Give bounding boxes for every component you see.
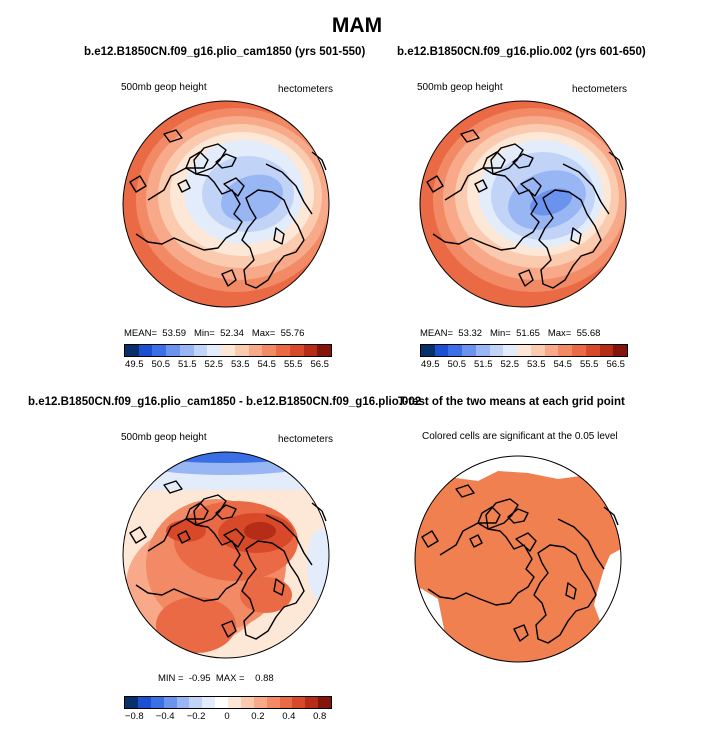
- colorbar-tick-label: 51.5: [178, 359, 197, 370]
- colorbar-tick-label: 0.4: [282, 711, 296, 722]
- colorbar-swatch: [303, 345, 318, 356]
- panel-3-title: b.e12.B1850CN.f09_g16.plio_cam1850 - b.e…: [28, 396, 422, 408]
- panel-4-note: Colored cells are significant at the 0.0…: [422, 431, 618, 442]
- colorbar-tick-label: 53.5: [230, 359, 250, 370]
- colorbar-swatch: [276, 345, 290, 356]
- colorbar-tick-label: 55.5: [579, 359, 599, 370]
- colorbar-swatch: [228, 697, 241, 708]
- colorbar-swatch: [125, 345, 139, 356]
- colorbar-swatch: [202, 697, 216, 708]
- panel-2-variable: 500mb geop height: [417, 82, 503, 93]
- panel-4-title: T-test of the two means at each grid poi…: [398, 396, 625, 408]
- panel-1-colorbar: [124, 344, 332, 357]
- colorbar-swatch: [448, 345, 463, 356]
- panel-3-colorbar: [124, 696, 332, 709]
- panel-2-units: hectometers: [572, 84, 628, 95]
- panel-2-stats: MEAN= 53.32 Min= 51.65 Max= 55.68: [420, 328, 601, 339]
- main-title: MAM: [331, 14, 383, 37]
- colorbar-tick-label: 56.5: [606, 359, 625, 370]
- colorbar-tick-label: 54.5: [553, 359, 572, 370]
- colorbar-swatch: [317, 345, 332, 356]
- colorbar-swatch: [517, 345, 531, 356]
- panel-1-title: b.e12.B1850CN.f09_g16.plio_cam1850 (yrs …: [84, 46, 366, 58]
- colorbar-swatch: [599, 345, 614, 356]
- colorbar-swatch: [137, 697, 151, 708]
- panel-1-stats: MEAN= 53.59 Min= 52.34 Max= 55.76: [124, 328, 305, 339]
- colorbar-swatch: [613, 345, 628, 356]
- colorbar-swatch: [152, 345, 167, 356]
- panel-4-map: [414, 455, 622, 663]
- colorbar-swatch: [138, 345, 153, 356]
- colorbar-swatch: [318, 697, 331, 708]
- colorbar-swatch: [176, 697, 190, 708]
- colorbar-swatch: [193, 345, 208, 356]
- colorbar-swatch: [163, 697, 177, 708]
- panel-2-colorbar: [420, 344, 628, 357]
- colorbar-tick-label: 55.5: [283, 359, 303, 370]
- colorbar-swatch: [248, 345, 263, 356]
- colorbar-swatch: [266, 697, 280, 708]
- colorbar-tick-label: 50.5: [151, 359, 171, 370]
- colorbar-swatch: [189, 697, 203, 708]
- colorbar-tick-label: 54.5: [257, 359, 276, 370]
- colorbar-swatch: [572, 345, 586, 356]
- colorbar-tick-label: 49.5: [421, 359, 440, 370]
- colorbar-tick-label: 53.5: [526, 359, 546, 370]
- panel-3-variable: 500mb geop height: [121, 432, 207, 443]
- colorbar-swatch: [503, 345, 518, 356]
- panel-3-colorbar-ticks: −0.8 −0.4 −0.2 0 0.2 0.4 0.8: [124, 711, 330, 723]
- colorbar-swatch: [434, 345, 449, 356]
- panel-1-map: [122, 100, 330, 308]
- colorbar-tick-label: −0.2: [186, 711, 206, 722]
- colorbar-swatch: [240, 697, 254, 708]
- colorbar-tick-label: 49.5: [125, 359, 144, 370]
- colorbar-swatch: [544, 345, 559, 356]
- colorbar-tick-label: −0.4: [155, 711, 175, 722]
- colorbar-swatch: [262, 345, 277, 356]
- colorbar-swatch: [253, 697, 267, 708]
- colorbar-swatch: [530, 345, 545, 356]
- colorbar-swatch: [305, 697, 319, 708]
- colorbar-swatch: [150, 697, 164, 708]
- colorbar-swatch: [215, 697, 228, 708]
- colorbar-tick-label: 56.5: [310, 359, 329, 370]
- colorbar-tick-label: 0.8: [313, 711, 327, 722]
- colorbar-swatch: [166, 345, 180, 356]
- colorbar-swatch: [421, 345, 435, 356]
- colorbar-swatch: [207, 345, 222, 356]
- panel-2-colorbar-ticks: 49.5 50.5 51.5 52.5 53.5 54.5 55.5 56.5: [420, 359, 626, 371]
- panel-3-units: hectometers: [278, 434, 334, 445]
- panel-1-units: hectometers: [278, 84, 334, 95]
- panel-2-map: [419, 100, 627, 308]
- colorbar-tick-label: 0.2: [251, 711, 265, 722]
- colorbar-tick-label: 52.5: [500, 359, 520, 370]
- colorbar-swatch: [179, 345, 194, 356]
- colorbar-swatch: [292, 697, 306, 708]
- colorbar-swatch: [585, 345, 600, 356]
- panel-3-stats: MIN = -0.95 MAX = 0.88: [158, 673, 274, 684]
- colorbar-swatch: [289, 345, 304, 356]
- panel-1-variable: 500mb geop height: [121, 82, 207, 93]
- colorbar-tick-label: −0.8: [124, 711, 144, 722]
- panel-3-map: [122, 451, 330, 659]
- colorbar-swatch: [279, 697, 293, 708]
- colorbar-swatch: [234, 345, 249, 356]
- significance-field: [415, 471, 621, 662]
- colorbar-swatch: [475, 345, 490, 356]
- colorbar-swatch: [221, 345, 235, 356]
- panel-2-title: b.e12.B1850CN.f09_g16.plio.002 (yrs 601-…: [397, 46, 646, 58]
- colorbar-swatch: [558, 345, 573, 356]
- colorbar-swatch: [489, 345, 504, 356]
- colorbar-tick-label: 0: [224, 711, 230, 722]
- colorbar-tick-label: 52.5: [204, 359, 224, 370]
- colorbar-tick-label: 50.5: [447, 359, 467, 370]
- colorbar-swatch: [125, 697, 138, 708]
- colorbar-swatch: [462, 345, 476, 356]
- panel-1-colorbar-ticks: 49.5 50.5 51.5 52.5 53.5 54.5 55.5 56.5: [124, 359, 330, 371]
- colorbar-tick-label: 51.5: [474, 359, 493, 370]
